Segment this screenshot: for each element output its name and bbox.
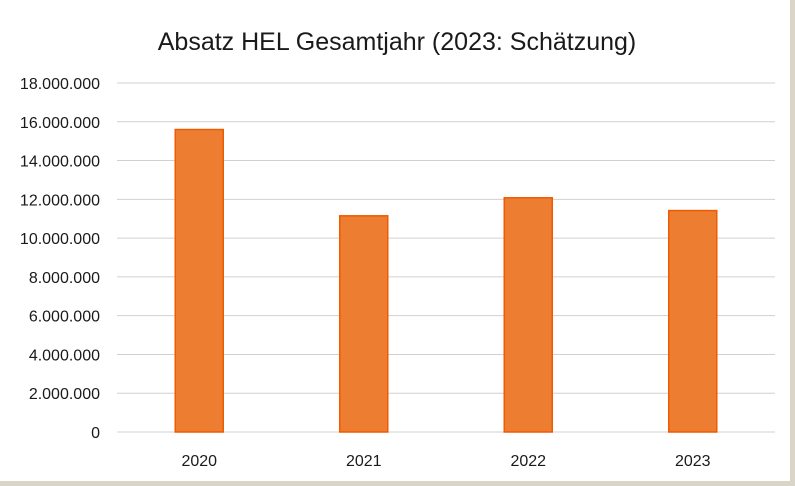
chart-title: Absatz HEL Gesamtjahr (2023: Schätzung) bbox=[158, 28, 636, 56]
x-category-label: 2021 bbox=[346, 453, 382, 470]
gridlines bbox=[117, 82, 775, 433]
y-tick-label: 12.000.000 bbox=[20, 192, 100, 209]
y-tick-label: 14.000.000 bbox=[20, 154, 100, 171]
bar-2020 bbox=[174, 128, 224, 433]
y-tick-label: 16.000.000 bbox=[20, 115, 100, 132]
x-category-label: 2020 bbox=[181, 453, 217, 470]
y-tick-label: 2.000.000 bbox=[29, 386, 100, 403]
y-axis-tick-labels: 0 2.000.000 4.000.000 6.000.000 8.000.000 10.… bbox=[20, 76, 100, 442]
bar-2023 bbox=[668, 209, 718, 433]
y-tick-label: 0 bbox=[91, 425, 100, 442]
bar-2022 bbox=[503, 197, 553, 433]
y-tick-label: 10.000.000 bbox=[20, 231, 100, 248]
y-tick-label: 4.000.000 bbox=[29, 347, 100, 364]
x-category-label: 2022 bbox=[510, 453, 546, 470]
x-category-label: 2023 bbox=[675, 453, 711, 470]
x-axis-category-labels: 2020 2021 2022 2023 bbox=[181, 453, 710, 470]
bars bbox=[174, 128, 718, 433]
y-tick-label: 8.000.000 bbox=[29, 270, 100, 287]
y-tick-label: 18.000.000 bbox=[20, 76, 100, 93]
bar-2021 bbox=[339, 215, 389, 433]
y-tick-label: 6.000.000 bbox=[29, 309, 100, 326]
